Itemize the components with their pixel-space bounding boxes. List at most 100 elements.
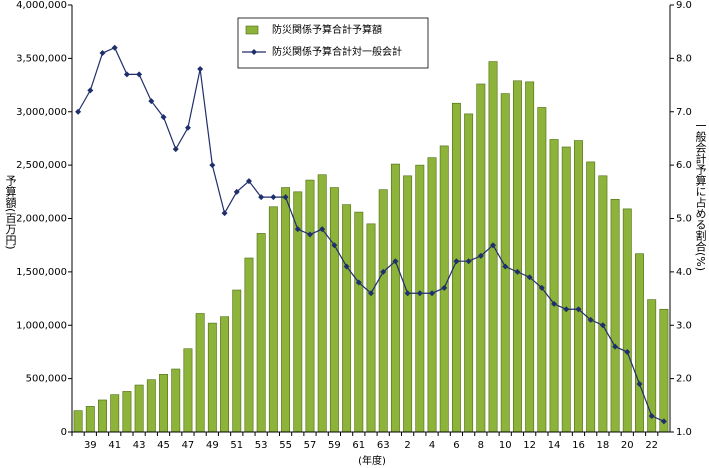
marker [514, 268, 521, 275]
marker [331, 242, 338, 249]
x-tick-label: 57 [304, 440, 317, 451]
x-tick-label: 2 [404, 440, 410, 451]
bar [110, 394, 120, 433]
bar [171, 368, 181, 433]
marker [392, 258, 399, 265]
bar [403, 175, 413, 433]
bar [329, 187, 339, 433]
bar [622, 208, 632, 433]
marker [282, 194, 289, 201]
marker [123, 71, 130, 78]
bar [317, 174, 327, 433]
y-tick-label: 2,500,000 [16, 160, 67, 171]
x-tick-label: 4 [429, 440, 435, 451]
bar [378, 189, 388, 433]
x-tick-label: 55 [279, 440, 292, 451]
x-tick-label: 59 [328, 440, 341, 451]
bar [98, 399, 107, 433]
y2-tick-label: 9.0 [676, 0, 692, 11]
bar [561, 146, 571, 433]
marker [465, 258, 472, 265]
marker [575, 306, 582, 313]
x-tick-label: 14 [548, 440, 561, 451]
x-tick-label: 18 [597, 440, 610, 451]
marker [221, 210, 228, 217]
bar [500, 93, 510, 433]
bar [464, 113, 474, 433]
bar [549, 139, 559, 433]
y-tick-label: 3,500,000 [16, 53, 67, 64]
marker [319, 226, 326, 233]
y2-tick-label: 6.0 [676, 160, 692, 171]
x-tick-label: 49 [206, 440, 219, 451]
y2-tick-label: 4.0 [676, 267, 692, 278]
bar [85, 406, 95, 433]
marker [148, 98, 155, 105]
marker [306, 231, 313, 238]
y2-tick-label: 8.0 [676, 53, 692, 64]
bar [415, 164, 425, 433]
x-tick-label: 10 [499, 440, 512, 451]
bar [512, 80, 522, 433]
y-tick-label: 1,000,000 [16, 320, 67, 331]
bar [73, 410, 83, 433]
bar [647, 299, 657, 433]
marker [355, 279, 362, 286]
bar [659, 308, 669, 433]
marker [99, 50, 106, 57]
x-tick-label: 6 [453, 440, 459, 451]
bar [183, 348, 193, 433]
y2-tick-label: 1.0 [676, 427, 692, 438]
marker [136, 71, 143, 78]
marker [477, 252, 484, 259]
bar [268, 206, 278, 433]
bar [122, 391, 132, 433]
marker [270, 194, 277, 201]
marker [258, 194, 265, 201]
legend-label: 防災関係予算合計予算額 [272, 23, 382, 36]
bar [281, 187, 291, 433]
bar [305, 179, 315, 433]
bar [537, 107, 547, 433]
marker [453, 258, 460, 265]
marker [660, 418, 667, 425]
marker [538, 284, 545, 291]
marker [490, 242, 497, 249]
x-tick-label: 39 [84, 440, 97, 451]
marker [343, 263, 350, 270]
legend-label: 防災関係予算合計対一般会計 [272, 45, 402, 58]
bar [610, 198, 620, 433]
marker [624, 348, 631, 355]
marker [648, 412, 655, 419]
legend-swatch [251, 49, 257, 55]
bar [159, 374, 168, 433]
marker [380, 268, 387, 275]
bar [342, 204, 352, 433]
x-tick-label: 16 [572, 440, 585, 451]
x-tick-label: 53 [255, 440, 268, 451]
x-tick-label: 63 [377, 440, 390, 451]
y2-tick-label: 7.0 [676, 107, 692, 118]
marker [184, 124, 191, 131]
bar [635, 253, 644, 433]
y-tick-label: 2,000,000 [16, 214, 67, 225]
bar [220, 316, 230, 433]
bar [354, 211, 364, 433]
marker [209, 162, 216, 169]
y-tick-label: 3,000,000 [16, 107, 67, 118]
marker [368, 290, 374, 297]
x-tick-label: 20 [621, 440, 634, 451]
y-axis-label: 予算額(百万円) [4, 175, 17, 250]
x-tick-label: 12 [523, 440, 536, 451]
x-tick-label: 41 [108, 440, 121, 451]
bar [134, 384, 144, 433]
marker [233, 188, 240, 195]
marker [197, 66, 204, 73]
marker [111, 44, 118, 51]
bar [244, 257, 254, 433]
x-tick-label: 22 [645, 440, 658, 451]
x-tick-label: 43 [133, 440, 146, 451]
legend-box [237, 17, 429, 69]
x-tick-label: 45 [157, 440, 170, 451]
